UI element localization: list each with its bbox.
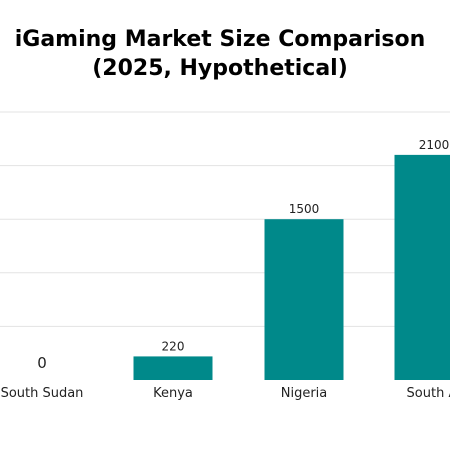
category-tick-label: South Af [407, 386, 450, 401]
category-tick-label: Kenya [153, 386, 193, 401]
bar-value-label: 220 [162, 339, 185, 353]
category-tick-label: Nigeria [281, 386, 328, 401]
chart-title-line-2: (2025, Hypothetical) [92, 56, 348, 81]
bar [394, 154, 450, 380]
category-tick-label: South Sudan [1, 386, 84, 401]
bar [133, 356, 213, 380]
bar-value-label: 0 [37, 354, 47, 372]
bar [264, 219, 344, 380]
bar-value-label: 2100 [419, 138, 450, 152]
chart-title-line-1: iGaming Market Size Comparison [14, 27, 426, 52]
bar-value-label: 1500 [289, 202, 320, 216]
